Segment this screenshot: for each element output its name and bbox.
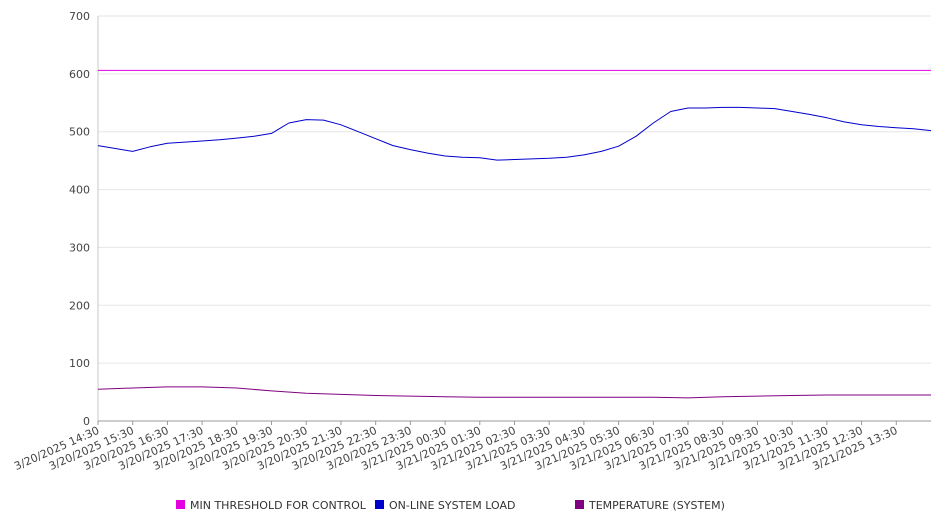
grid-layer [98,15,931,364]
legend-item: TEMPERATURE (SYSTEM) [575,499,725,512]
legend-label: TEMPERATURE (SYSTEM) [588,499,725,512]
y-tick-label: 700 [69,10,90,23]
legend-layer: MIN THRESHOLD FOR CONTROL ON-LINE SYSTEM … [176,499,725,512]
series-line-1 [97,106,932,161]
legend-swatch [375,500,384,509]
y-tick-label: 100 [69,357,90,370]
y-tick-label: 400 [69,184,90,197]
legend-swatch [575,500,584,509]
series-line-2 [97,386,931,399]
legend-label: MIN THRESHOLD FOR CONTROL [190,499,367,512]
series-layer [97,69,932,399]
y-tick-label: 600 [69,68,90,81]
legend-swatch [176,500,185,509]
legend-label: ON-LINE SYSTEM LOAD [389,499,515,512]
legend-item: MIN THRESHOLD FOR CONTROL [176,499,367,512]
legend-item: ON-LINE SYSTEM LOAD [375,499,515,512]
y-tick-label: 300 [69,241,90,254]
y-tick-label: 200 [69,299,90,312]
y-tick-label: 500 [69,126,90,139]
y-tick-label: 0 [83,415,90,428]
